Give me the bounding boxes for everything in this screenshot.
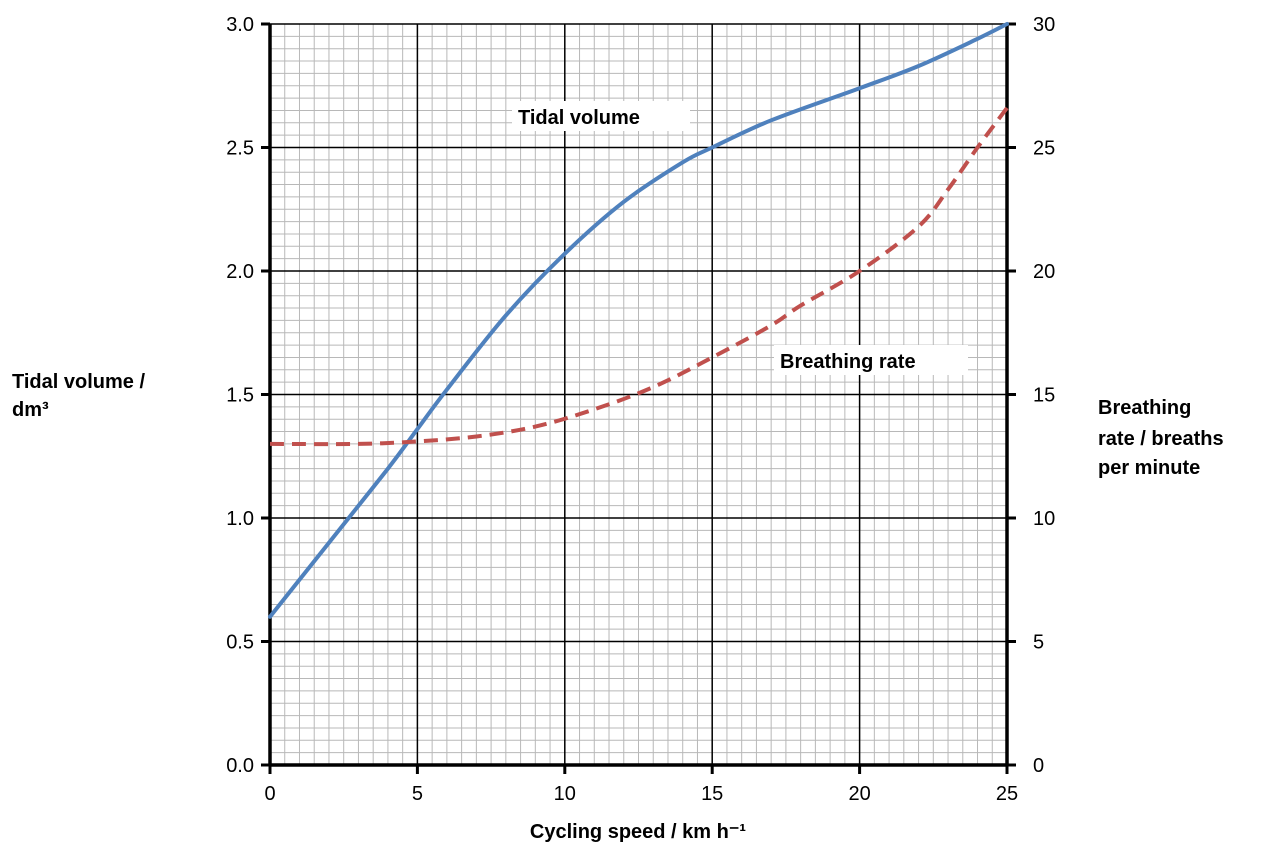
left-axis-title-line-1: Tidal volume /: [12, 371, 145, 393]
series-layer: [268, 22, 1009, 619]
left-tick-label: 1.5: [226, 385, 254, 407]
left-tick-label: 0.5: [226, 632, 254, 654]
left-tick-label: 3.0: [226, 14, 254, 36]
left-tick-label: 2.5: [226, 138, 254, 160]
right-tick-label: 30: [1033, 14, 1055, 36]
left-tick-label: 2.0: [226, 261, 254, 283]
right-tick-label: 5: [1033, 632, 1044, 654]
tick-labels: 0.0 0.5 1.0 1.5 2.0 2.5 3.0 0 5 10 15 20 25 30 0 5 10 15 2…: [226, 14, 1055, 805]
right-axis-title-line-1: Breathing: [1098, 397, 1191, 419]
right-axis-title-line-2: rate / breaths: [1098, 428, 1224, 450]
tidal-volume-label: Tidal volume: [518, 107, 640, 129]
right-axis-title-line-3: per minute: [1098, 457, 1200, 479]
x-tick-label: 0: [264, 783, 275, 805]
right-tick-label: 15: [1033, 385, 1055, 407]
x-tick-label: 20: [848, 783, 870, 805]
x-tick-label: 25: [996, 783, 1018, 805]
left-axis-title-line-2: dm³: [12, 399, 49, 421]
right-tick-label: 0: [1033, 755, 1044, 777]
left-tick-label: 1.0: [226, 508, 254, 530]
right-tick-label: 20: [1033, 261, 1055, 283]
tidal-volume-label-bg: [512, 101, 690, 131]
left-tick-label: 0.0: [226, 755, 254, 777]
right-tick-label: 25: [1033, 138, 1055, 160]
right-tick-label: 10: [1033, 508, 1055, 530]
x-axis-title: Cycling speed / km h⁻¹: [530, 821, 747, 843]
x-tick-label: 10: [554, 783, 576, 805]
axes: [261, 22, 1016, 774]
tidal-volume-line: [268, 22, 1009, 619]
breathing-rate-label: Breathing rate: [780, 351, 916, 373]
breathing-rate-label-bg: [774, 345, 968, 375]
x-tick-label: 15: [701, 783, 723, 805]
breathing-rate-line: [269, 106, 1009, 447]
x-tick-label: 5: [412, 783, 423, 805]
